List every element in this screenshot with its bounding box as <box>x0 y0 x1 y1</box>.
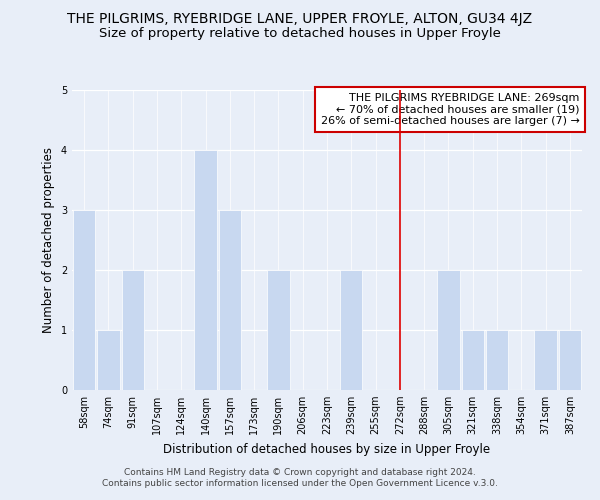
Bar <box>218 210 241 390</box>
Bar <box>267 270 290 390</box>
Text: Size of property relative to detached houses in Upper Froyle: Size of property relative to detached ho… <box>99 28 501 40</box>
Text: THE PILGRIMS RYEBRIDGE LANE: 269sqm
← 70% of detached houses are smaller (19)
26: THE PILGRIMS RYEBRIDGE LANE: 269sqm ← 70… <box>320 93 580 126</box>
Y-axis label: Number of detached properties: Number of detached properties <box>43 147 55 333</box>
Text: Contains HM Land Registry data © Crown copyright and database right 2024.
Contai: Contains HM Land Registry data © Crown c… <box>102 468 498 487</box>
Bar <box>194 150 217 390</box>
Bar <box>122 270 144 390</box>
X-axis label: Distribution of detached houses by size in Upper Froyle: Distribution of detached houses by size … <box>163 442 491 456</box>
Bar <box>486 330 508 390</box>
Bar <box>340 270 362 390</box>
Bar <box>559 330 581 390</box>
Bar <box>73 210 95 390</box>
Bar <box>437 270 460 390</box>
Text: THE PILGRIMS, RYEBRIDGE LANE, UPPER FROYLE, ALTON, GU34 4JZ: THE PILGRIMS, RYEBRIDGE LANE, UPPER FROY… <box>67 12 533 26</box>
Bar <box>97 330 119 390</box>
Bar <box>461 330 484 390</box>
Bar <box>535 330 557 390</box>
